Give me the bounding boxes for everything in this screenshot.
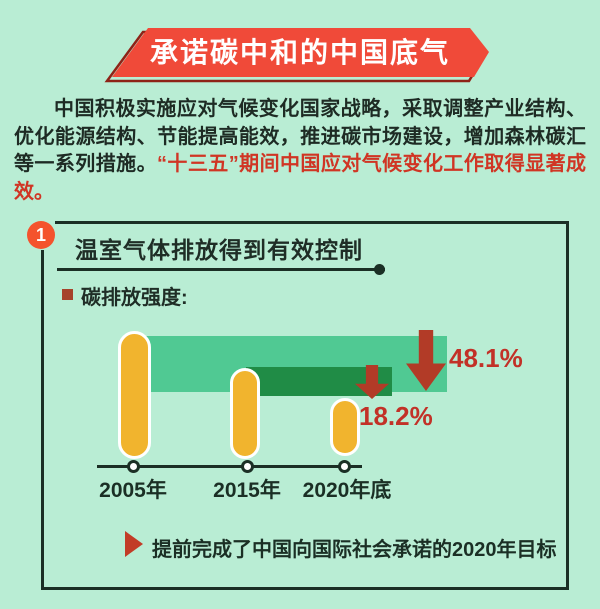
bar-2005 [118, 331, 151, 459]
title-banner: 承诺碳中和的中国底气 [100, 24, 500, 84]
play-triangle-icon [125, 531, 143, 557]
timeline-axis [97, 465, 362, 468]
banner-shape [104, 28, 489, 83]
section-bottom-line [41, 587, 569, 590]
intro-paragraph: 中国积极实施应对气候变化国家战略，采取调整产业结构、优化能源结构、节能提高能效，… [14, 96, 586, 206]
section-top-line [55, 221, 569, 224]
section-title: 温室气体排放得到有效控制 [75, 237, 363, 263]
square-bullet-icon [62, 289, 73, 300]
metric-label: 碳排放强度: [81, 287, 188, 309]
underline-end-dot [374, 264, 385, 275]
axis-dot-2020 [338, 460, 351, 473]
bar-2020 [330, 398, 360, 456]
page-title: 承诺碳中和的中国底气 [149, 37, 450, 68]
reduction-label-18: 18.2% [359, 401, 433, 431]
intro-text-black: 中国积极实施应对气候变化国家战略，采取调整产业结构、优化能源结构、节能提高能效，… [14, 98, 586, 175]
reduction-label-48: 48.1% [449, 343, 523, 373]
section-note: 提前完成了中国向国际社会承诺的2020年目标 [152, 539, 557, 561]
bar-2015 [230, 368, 260, 459]
tick-label-2015: 2015年 [213, 479, 281, 502]
section-title-underline [57, 268, 385, 271]
axis-dot-2005 [127, 460, 140, 473]
section-left-line [41, 250, 44, 587]
intro-text-red: “十三五”期间中国应对气候变化工作取得显著成效。 [14, 153, 586, 203]
tick-label-2005: 2005年 [99, 479, 167, 502]
tick-label-2020: 2020年底 [302, 479, 392, 502]
axis-dot-2015 [241, 460, 254, 473]
section-right-line [566, 221, 569, 590]
section-number-badge: 1 [27, 221, 55, 249]
